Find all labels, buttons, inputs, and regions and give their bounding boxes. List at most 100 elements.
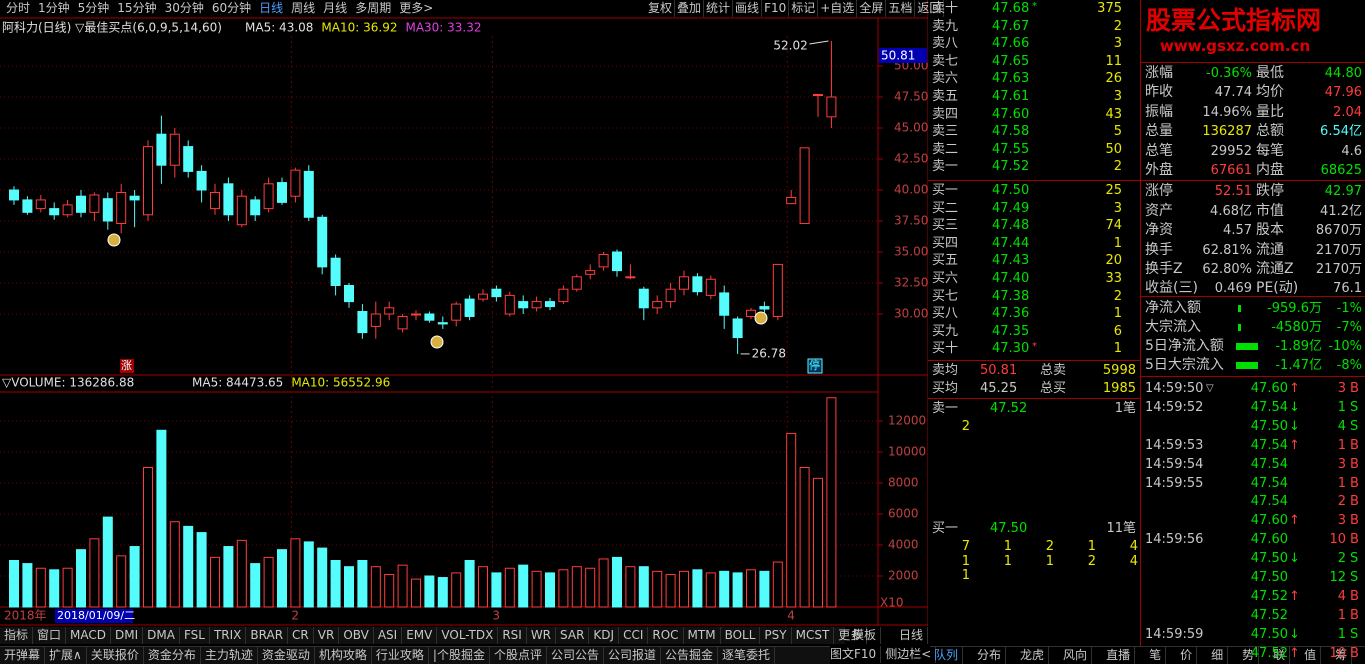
tab[interactable]: CCI [619, 627, 649, 644]
tab[interactable]: 风向 [1059, 647, 1093, 664]
tab[interactable]: 图文F10 [826, 646, 882, 663]
stat-label: 总额 [1256, 123, 1284, 140]
tab[interactable]: 行业攻略 [372, 647, 429, 664]
y-tick-label: 42.50 [894, 152, 928, 166]
tab[interactable]: FSL [180, 627, 210, 644]
tab[interactable]: TRIX [210, 627, 247, 644]
volume-bar [652, 570, 663, 608]
period-tab[interactable]: 多周期 [355, 1, 392, 15]
tab[interactable]: 窗口 [33, 627, 67, 644]
tab[interactable]: EMV [402, 627, 438, 644]
tab[interactable]: 筹 [1331, 647, 1353, 664]
tab[interactable]: 笔 [1145, 647, 1167, 664]
tab[interactable]: 模板 [848, 627, 882, 644]
tool-button[interactable]: 全屏 [857, 0, 887, 17]
tab[interactable]: VR [314, 627, 340, 644]
tab[interactable]: 机构攻略 [315, 647, 372, 664]
tool-button[interactable]: 五档 [886, 0, 916, 17]
tab[interactable]: 个股点评 [490, 647, 547, 664]
tab[interactable]: VOL-TDX [437, 627, 499, 644]
tab[interactable]: BRAR [246, 627, 289, 644]
tab[interactable]: 主力轨迹 [201, 647, 258, 664]
tool-button[interactable]: 复权 [646, 0, 676, 17]
tab[interactable]: ROC [648, 627, 684, 644]
tab[interactable]: 公告掘金 [661, 647, 719, 664]
tab[interactable]: 细 [1207, 647, 1229, 664]
tab[interactable]: 龙虎 [1016, 647, 1050, 664]
tab[interactable]: 值 [1300, 647, 1322, 664]
tab[interactable]: DMA [143, 627, 180, 644]
tab[interactable]: 分布 [973, 647, 1007, 664]
period-tab[interactable]: 60分钟 [211, 1, 252, 15]
tab[interactable]: SAR [556, 627, 590, 644]
tab[interactable]: ASI [374, 627, 403, 644]
tool-button[interactable]: 叠加 [675, 0, 705, 17]
period-tab[interactable]: 15分钟 [117, 1, 157, 15]
period-tab[interactable]: 5分钟 [77, 1, 110, 15]
tab[interactable]: 公司公告 [547, 647, 604, 664]
tab[interactable]: 指标 [0, 627, 34, 644]
tab[interactable]: 日线 [895, 627, 929, 644]
trade-flag: ▽ [1206, 383, 1214, 394]
tool-button[interactable]: F10 [762, 0, 790, 17]
trade-volume: 1 [1337, 437, 1346, 453]
period-tab[interactable]: 月线 [323, 1, 348, 15]
volume-bar [518, 564, 529, 608]
tab[interactable]: 逐笔委托 [718, 647, 776, 664]
stat-label: 收益(三) [1145, 280, 1198, 297]
tab[interactable]: MACD [66, 627, 112, 644]
book-label: 卖八 [932, 36, 959, 52]
tool-button[interactable]: 标记 [789, 0, 819, 17]
period-tab[interactable]: 1分钟 [38, 1, 70, 15]
candle-body [719, 292, 730, 316]
period-tab[interactable]: 分时 [6, 1, 31, 15]
tab[interactable]: 直播 [1102, 647, 1136, 664]
tab[interactable]: MCST [792, 627, 835, 644]
book-volume: 1 [1113, 306, 1122, 322]
tool-button[interactable]: +自选 [818, 0, 858, 17]
book-volume: 6 [1113, 323, 1122, 339]
tab[interactable]: OBV [339, 627, 374, 644]
tab[interactable]: KDJ [589, 627, 620, 644]
cursor-date-box [55, 609, 133, 623]
tab[interactable]: 开弹幕 [0, 647, 46, 664]
avg-price: 50.81 [980, 363, 1018, 378]
tab[interactable]: DMI [111, 627, 144, 644]
volume-bar [236, 539, 247, 608]
period-tab[interactable]: 更多> [399, 1, 434, 15]
tool-button[interactable]: 画线 [733, 0, 763, 17]
tab[interactable]: PSY [760, 627, 792, 644]
tab[interactable]: 公司报道 [604, 647, 661, 664]
tab[interactable]: 资金分布 [144, 647, 201, 664]
tool-button[interactable]: 统计 [704, 0, 734, 17]
tab[interactable]: 资金驱动 [258, 647, 315, 664]
tab[interactable]: |个股掘金 [429, 647, 490, 664]
tab[interactable]: WR [527, 627, 557, 644]
book-label: 买五 [932, 253, 959, 269]
volume-bar [625, 566, 636, 608]
tab[interactable]: CR [288, 627, 314, 644]
queue-volume: 7 [961, 539, 970, 554]
separator [1140, 296, 1365, 297]
tab[interactable]: 关联报价 [87, 647, 144, 664]
tab[interactable]: 价 [1176, 647, 1198, 664]
volume-bar [370, 566, 381, 608]
tab[interactable]: 侧边栏< [881, 646, 937, 663]
candle-body [571, 276, 582, 290]
tab[interactable]: BOLL [721, 627, 761, 644]
period-tab[interactable]: 30分钟 [164, 1, 204, 15]
tab[interactable]: 更多 [834, 627, 868, 644]
candle-body [384, 307, 395, 315]
period-tab[interactable]: 日线 [259, 1, 284, 15]
tab[interactable]: 队列 [930, 647, 964, 664]
tab[interactable]: 势 [1238, 647, 1260, 664]
tab[interactable]: 联 [1269, 647, 1291, 664]
volume-bar [116, 555, 127, 608]
watermark-title: 股票公式指标网 [1146, 6, 1322, 35]
tool-button[interactable]: 返回 [915, 0, 945, 17]
tab[interactable]: RSI [498, 627, 527, 644]
period-tab[interactable]: 周线 [291, 1, 316, 15]
stat-value: 2170万 [1315, 262, 1362, 277]
tab[interactable]: 扩展∧ [45, 647, 87, 664]
tab[interactable]: MTM [684, 627, 721, 644]
